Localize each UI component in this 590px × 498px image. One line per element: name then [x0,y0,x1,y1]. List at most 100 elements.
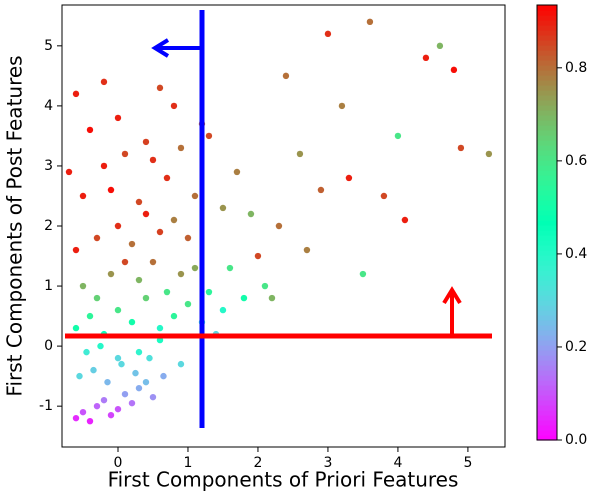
colorbar-swatch [537,295,557,301]
point [118,360,125,368]
x-tick-label: 2 [253,455,262,471]
colorbar-swatch [537,125,557,131]
point [422,54,430,62]
colorbar-swatch [537,340,557,346]
colorbar-swatch [537,330,557,336]
colorbar-tick-label: 0.0 [565,432,587,448]
point [121,390,129,398]
colorbar-swatch [537,275,557,281]
colorbar-swatch [537,230,557,236]
point [86,126,94,134]
x-tick-label: 4 [393,455,402,471]
colorbar-swatch [537,415,557,421]
colorbar-swatch [537,95,557,101]
x-axis-label: First Components of Priori Features [108,468,459,492]
point [254,252,262,260]
colorbar-swatch [537,420,557,426]
point [149,156,157,164]
colorbar-swatch [537,115,557,121]
point [97,342,104,350]
y-tick-label: 1 [44,278,53,294]
point [156,84,164,92]
point [380,192,388,200]
colorbar-swatch [537,80,557,86]
point [191,192,199,200]
colorbar-swatch [537,380,557,386]
colorbar-swatch [537,400,557,406]
colorbar-swatch [537,255,557,261]
point [317,186,325,194]
colorbar-swatch [537,110,557,116]
colorbar-swatch [537,195,557,201]
colorbar-swatch [537,200,557,206]
y-tick-label: -1 [39,398,53,414]
point [72,246,80,254]
point [107,186,115,194]
colorbar-swatch [537,130,557,136]
annotation-arrow [442,286,462,336]
x-tick-label: 5 [463,455,472,471]
colorbar-swatch [537,430,557,436]
point [219,204,227,212]
colorbar-swatch [537,385,557,391]
point [72,414,80,422]
point [146,354,153,362]
point [156,324,164,332]
colorbar-swatch [537,120,557,126]
x-tick-label: 0 [114,455,123,471]
point [401,216,409,224]
colorbar-swatch [537,85,557,91]
colorbar-swatch [537,360,557,366]
point [156,228,164,236]
point [142,294,150,302]
point [107,411,115,419]
point [72,324,80,332]
point [128,399,136,407]
point [100,78,108,86]
colorbar-swatch [537,320,557,326]
point [135,384,143,392]
colorbar-swatch [537,105,557,111]
point [177,360,185,368]
point [121,150,129,158]
annotation-arrow [151,38,202,58]
colorbar-swatch [537,45,557,51]
point [114,405,122,413]
point [338,102,346,110]
colorbar-swatch [537,170,557,176]
point [93,402,101,410]
point [128,318,136,326]
colorbar-swatch [537,240,557,246]
colorbar [537,5,557,441]
colorbar-swatch [537,185,557,191]
point [79,408,87,416]
colorbar-swatch [537,140,557,146]
colorbar-swatch [537,325,557,331]
point [205,288,213,296]
point [261,282,269,290]
point [90,366,97,374]
colorbar-swatch [537,150,557,156]
point [450,66,458,74]
point [191,264,199,272]
colorbar-swatch [537,355,557,361]
point [142,210,150,218]
colorbar-swatch [537,300,557,306]
point [282,72,290,80]
colorbar-tick-label: 0.6 [565,153,587,169]
colorbar-swatch [537,235,557,241]
point [107,270,115,278]
point [184,300,192,308]
point [114,354,122,362]
point [177,144,185,152]
colorbar-swatch [537,310,557,316]
colorbar-swatch [537,285,557,291]
point [104,378,111,386]
colorbar-swatch [537,20,557,26]
point [86,417,94,425]
colorbar-swatch [537,405,557,411]
colorbar-swatch [537,215,557,221]
colorbar-tick-label: 0.2 [565,339,587,355]
colorbar-swatch [537,165,557,171]
point [121,258,129,266]
